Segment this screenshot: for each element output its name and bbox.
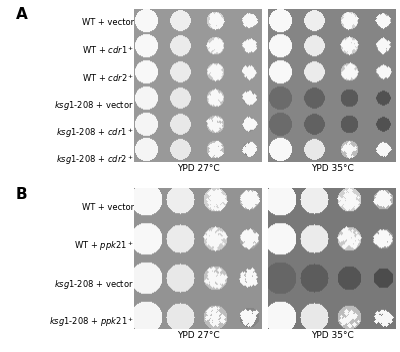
Text: WT + $cdr1^+$: WT + $cdr1^+$ bbox=[82, 44, 134, 56]
Text: YPD 27°C: YPD 27°C bbox=[177, 164, 219, 173]
Text: A: A bbox=[16, 7, 28, 22]
Text: B: B bbox=[16, 187, 28, 202]
Text: YPD 35°C: YPD 35°C bbox=[311, 164, 353, 173]
Text: $ksg1$-$208$ + $cdr2^+$: $ksg1$-$208$ + $cdr2^+$ bbox=[56, 153, 134, 167]
Text: WT + $ppk21^+$: WT + $ppk21^+$ bbox=[74, 239, 134, 253]
Text: $ksg1$-$208$ + $ppk21^+$: $ksg1$-$208$ + $ppk21^+$ bbox=[49, 315, 134, 329]
Text: YPD 35°C: YPD 35°C bbox=[311, 331, 353, 340]
Text: $ksg1$-$208$ + $cdr1^+$: $ksg1$-$208$ + $cdr1^+$ bbox=[56, 126, 134, 140]
Text: $ksg1$-$208$ + vector: $ksg1$-$208$ + vector bbox=[54, 99, 134, 112]
Text: YPD 27°C: YPD 27°C bbox=[177, 331, 219, 340]
Text: WT + vector: WT + vector bbox=[82, 203, 134, 212]
Text: $ksg1$-$208$ + vector: $ksg1$-$208$ + vector bbox=[54, 277, 134, 290]
Text: WT + $cdr2^+$: WT + $cdr2^+$ bbox=[82, 72, 134, 83]
Text: WT + vector: WT + vector bbox=[82, 18, 134, 27]
